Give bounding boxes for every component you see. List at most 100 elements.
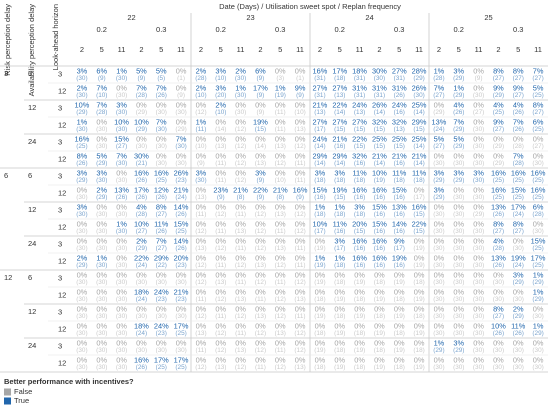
- cell-count: (21): [136, 160, 147, 167]
- cell-percent: 7%: [156, 117, 167, 126]
- cell-count: (11): [195, 126, 206, 133]
- availability-label: 6: [28, 69, 32, 78]
- cell-count: (29): [453, 75, 464, 82]
- cell-count: (27): [473, 109, 484, 116]
- cell-count: (12): [294, 279, 305, 286]
- cell-percent: 0%: [196, 219, 207, 228]
- cell-percent: 1%: [196, 117, 207, 126]
- cell-count: (30): [175, 347, 186, 354]
- cell-count: (28): [136, 92, 147, 99]
- cell-percent: 29%: [154, 253, 169, 262]
- cell-percent: 0%: [533, 151, 544, 160]
- cell-count: (30): [116, 245, 127, 252]
- cell-count: (30): [433, 313, 444, 320]
- cell-count: (30): [453, 330, 464, 337]
- cell-count: (18): [374, 279, 385, 286]
- cell-percent: 9%: [493, 83, 504, 92]
- cell-percent: 0%: [533, 304, 544, 313]
- cell-count: (30): [116, 296, 127, 303]
- cell-percent: 11%: [392, 168, 407, 177]
- cell-percent: 0%: [453, 151, 464, 160]
- cell-count: (30): [96, 330, 107, 337]
- cell-percent: 0%: [394, 287, 405, 296]
- cell-count: (28): [433, 75, 444, 82]
- cell-count: (30): [513, 245, 524, 252]
- cell-count: (30): [156, 279, 167, 286]
- cell-percent: 6%: [255, 66, 266, 75]
- cell-percent: 0%: [414, 253, 425, 262]
- cell-count: (30): [175, 160, 186, 167]
- cell-percent: 10%: [372, 168, 387, 177]
- cell-count: (29): [453, 143, 464, 150]
- cell-percent: 16%: [134, 355, 149, 364]
- cell-count: (30): [453, 228, 464, 235]
- cell-percent: 9%: [493, 117, 504, 126]
- cell-count: (12): [255, 330, 266, 337]
- cell-count: (30): [235, 92, 246, 99]
- cell-count: (13): [235, 296, 246, 303]
- cell-percent: 0%: [453, 202, 464, 211]
- cell-percent: 0%: [295, 253, 306, 262]
- cell-count: (29): [433, 177, 444, 184]
- cell-percent: 21%: [332, 134, 347, 143]
- cell-count: (19): [354, 347, 365, 354]
- cell-percent: 0%: [215, 338, 226, 347]
- cell-percent: 0%: [354, 304, 365, 313]
- cell-count: (30): [433, 262, 444, 269]
- cell-percent: 14%: [174, 236, 189, 245]
- cell-percent: 21%: [313, 100, 328, 109]
- cell-count: (25): [76, 143, 87, 150]
- cell-percent: 0%: [493, 338, 504, 347]
- cell-count: (15): [334, 194, 345, 201]
- replan-header: 2: [437, 45, 441, 54]
- cell-percent: 31%: [372, 83, 387, 92]
- cell-count: (3): [276, 75, 284, 82]
- lookahead-label: 12: [58, 222, 66, 231]
- availability-label: 12: [28, 205, 36, 214]
- cell-count: (26): [513, 109, 524, 116]
- cell-percent: 0%: [77, 338, 88, 347]
- cell-count: (30): [76, 92, 87, 99]
- cell-count: (18): [314, 177, 325, 184]
- cell-count: (30): [473, 194, 484, 201]
- cell-percent: 23%: [213, 185, 228, 194]
- cell-count: (30): [473, 160, 484, 167]
- cell-count: (14): [314, 160, 325, 167]
- cell-percent: 0%: [295, 304, 306, 313]
- cell-percent: 3%: [77, 66, 88, 75]
- cell-percent: 0%: [453, 270, 464, 279]
- cell-percent: 21%: [372, 151, 387, 160]
- cell-percent: 0%: [235, 117, 246, 126]
- cell-count: (29): [76, 109, 87, 116]
- cell-percent: 0%: [473, 66, 484, 75]
- cell-percent: 0%: [334, 287, 345, 296]
- cell-percent: 3%: [434, 168, 445, 177]
- cell-percent: 0%: [196, 134, 207, 143]
- cell-count: (16): [334, 228, 345, 235]
- cell-percent: 16%: [372, 185, 387, 194]
- cell-percent: 19%: [332, 185, 347, 194]
- cell-percent: 0%: [473, 134, 484, 143]
- cell-count: (11): [215, 228, 226, 235]
- cell-count: (12): [275, 262, 286, 269]
- cell-count: (9): [98, 75, 106, 82]
- cell-percent: 0%: [275, 117, 286, 126]
- cell-count: (30): [473, 126, 484, 133]
- cell-percent: 24%: [154, 321, 169, 330]
- cell-percent: 19%: [253, 117, 268, 126]
- cell-count: (30): [76, 194, 87, 201]
- cell-count: (12): [255, 228, 266, 235]
- cell-count: (30): [493, 296, 504, 303]
- cell-percent: 0%: [116, 253, 127, 262]
- cell-count: (14): [413, 109, 424, 116]
- risk-label: 3: [4, 69, 8, 78]
- replan-header: 5: [278, 45, 282, 54]
- cell-percent: 0%: [96, 270, 107, 279]
- cell-percent: 0%: [473, 202, 484, 211]
- cell-percent: 10%: [134, 117, 149, 126]
- cell-percent: 8%: [77, 151, 88, 160]
- cell-count: (18): [374, 347, 385, 354]
- cell-count: (25): [493, 177, 504, 184]
- cell-count: (19): [413, 364, 424, 371]
- cell-count: (13): [394, 126, 405, 133]
